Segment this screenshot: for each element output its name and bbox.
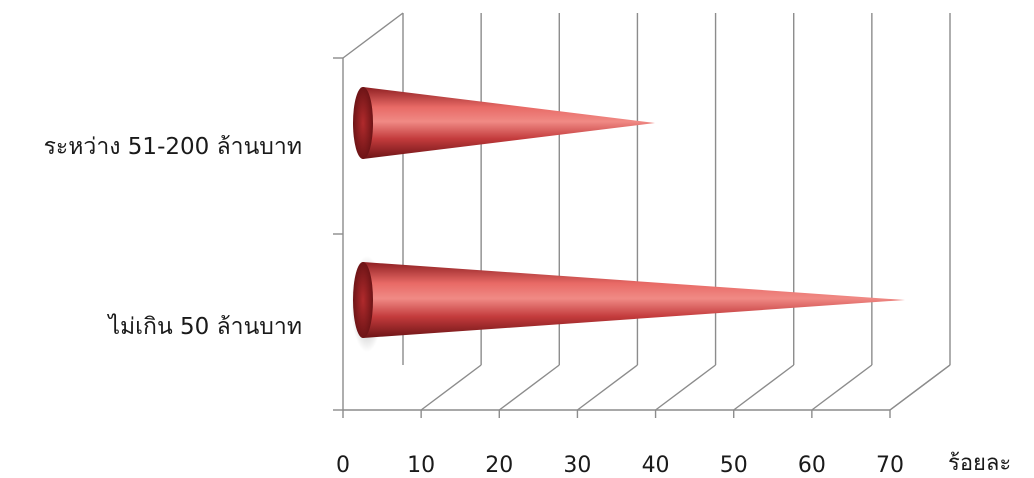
x-axis-ticks: 0 10 20 30 40 50 60 70: [336, 410, 904, 478]
floor-gridline-70: [889, 364, 951, 411]
floor-gridline-40: [655, 364, 716, 411]
floor-gridline-10: [420, 364, 482, 411]
x-tick-label-10: 10: [407, 453, 435, 478]
x-tick-label-50: 50: [720, 453, 748, 478]
category-label-0: ระหว่าง 51-200 ล้านบาท: [44, 134, 302, 160]
category-label-1: ไม่เกิน 50 ล้านบาท: [106, 313, 302, 340]
x-tick-label-20: 20: [485, 453, 513, 478]
cone-bars: [351, 87, 905, 352]
x-axis-label: ร้อยละ: [948, 451, 1011, 476]
x-tick-label-0: 0: [336, 453, 350, 478]
chart-frame: [333, 12, 951, 411]
back-wall-top-edge: [342, 12, 404, 59]
cone-bar-1: [363, 262, 905, 338]
cone-base-0: [353, 87, 373, 159]
floor-gridline-30: [577, 364, 638, 411]
x-tick-label-70: 70: [876, 453, 904, 478]
floor-gridline-50: [733, 364, 795, 411]
cone-bar-0: [363, 87, 655, 159]
cone-base-1: [353, 262, 373, 338]
x-tick-label-40: 40: [642, 453, 670, 478]
floor-gridline-20: [498, 364, 560, 411]
floor-gridline-60: [811, 364, 873, 411]
x-tick-label-30: 30: [563, 453, 591, 478]
gridlines: [402, 13, 951, 411]
x-tick-label-60: 60: [798, 453, 826, 478]
